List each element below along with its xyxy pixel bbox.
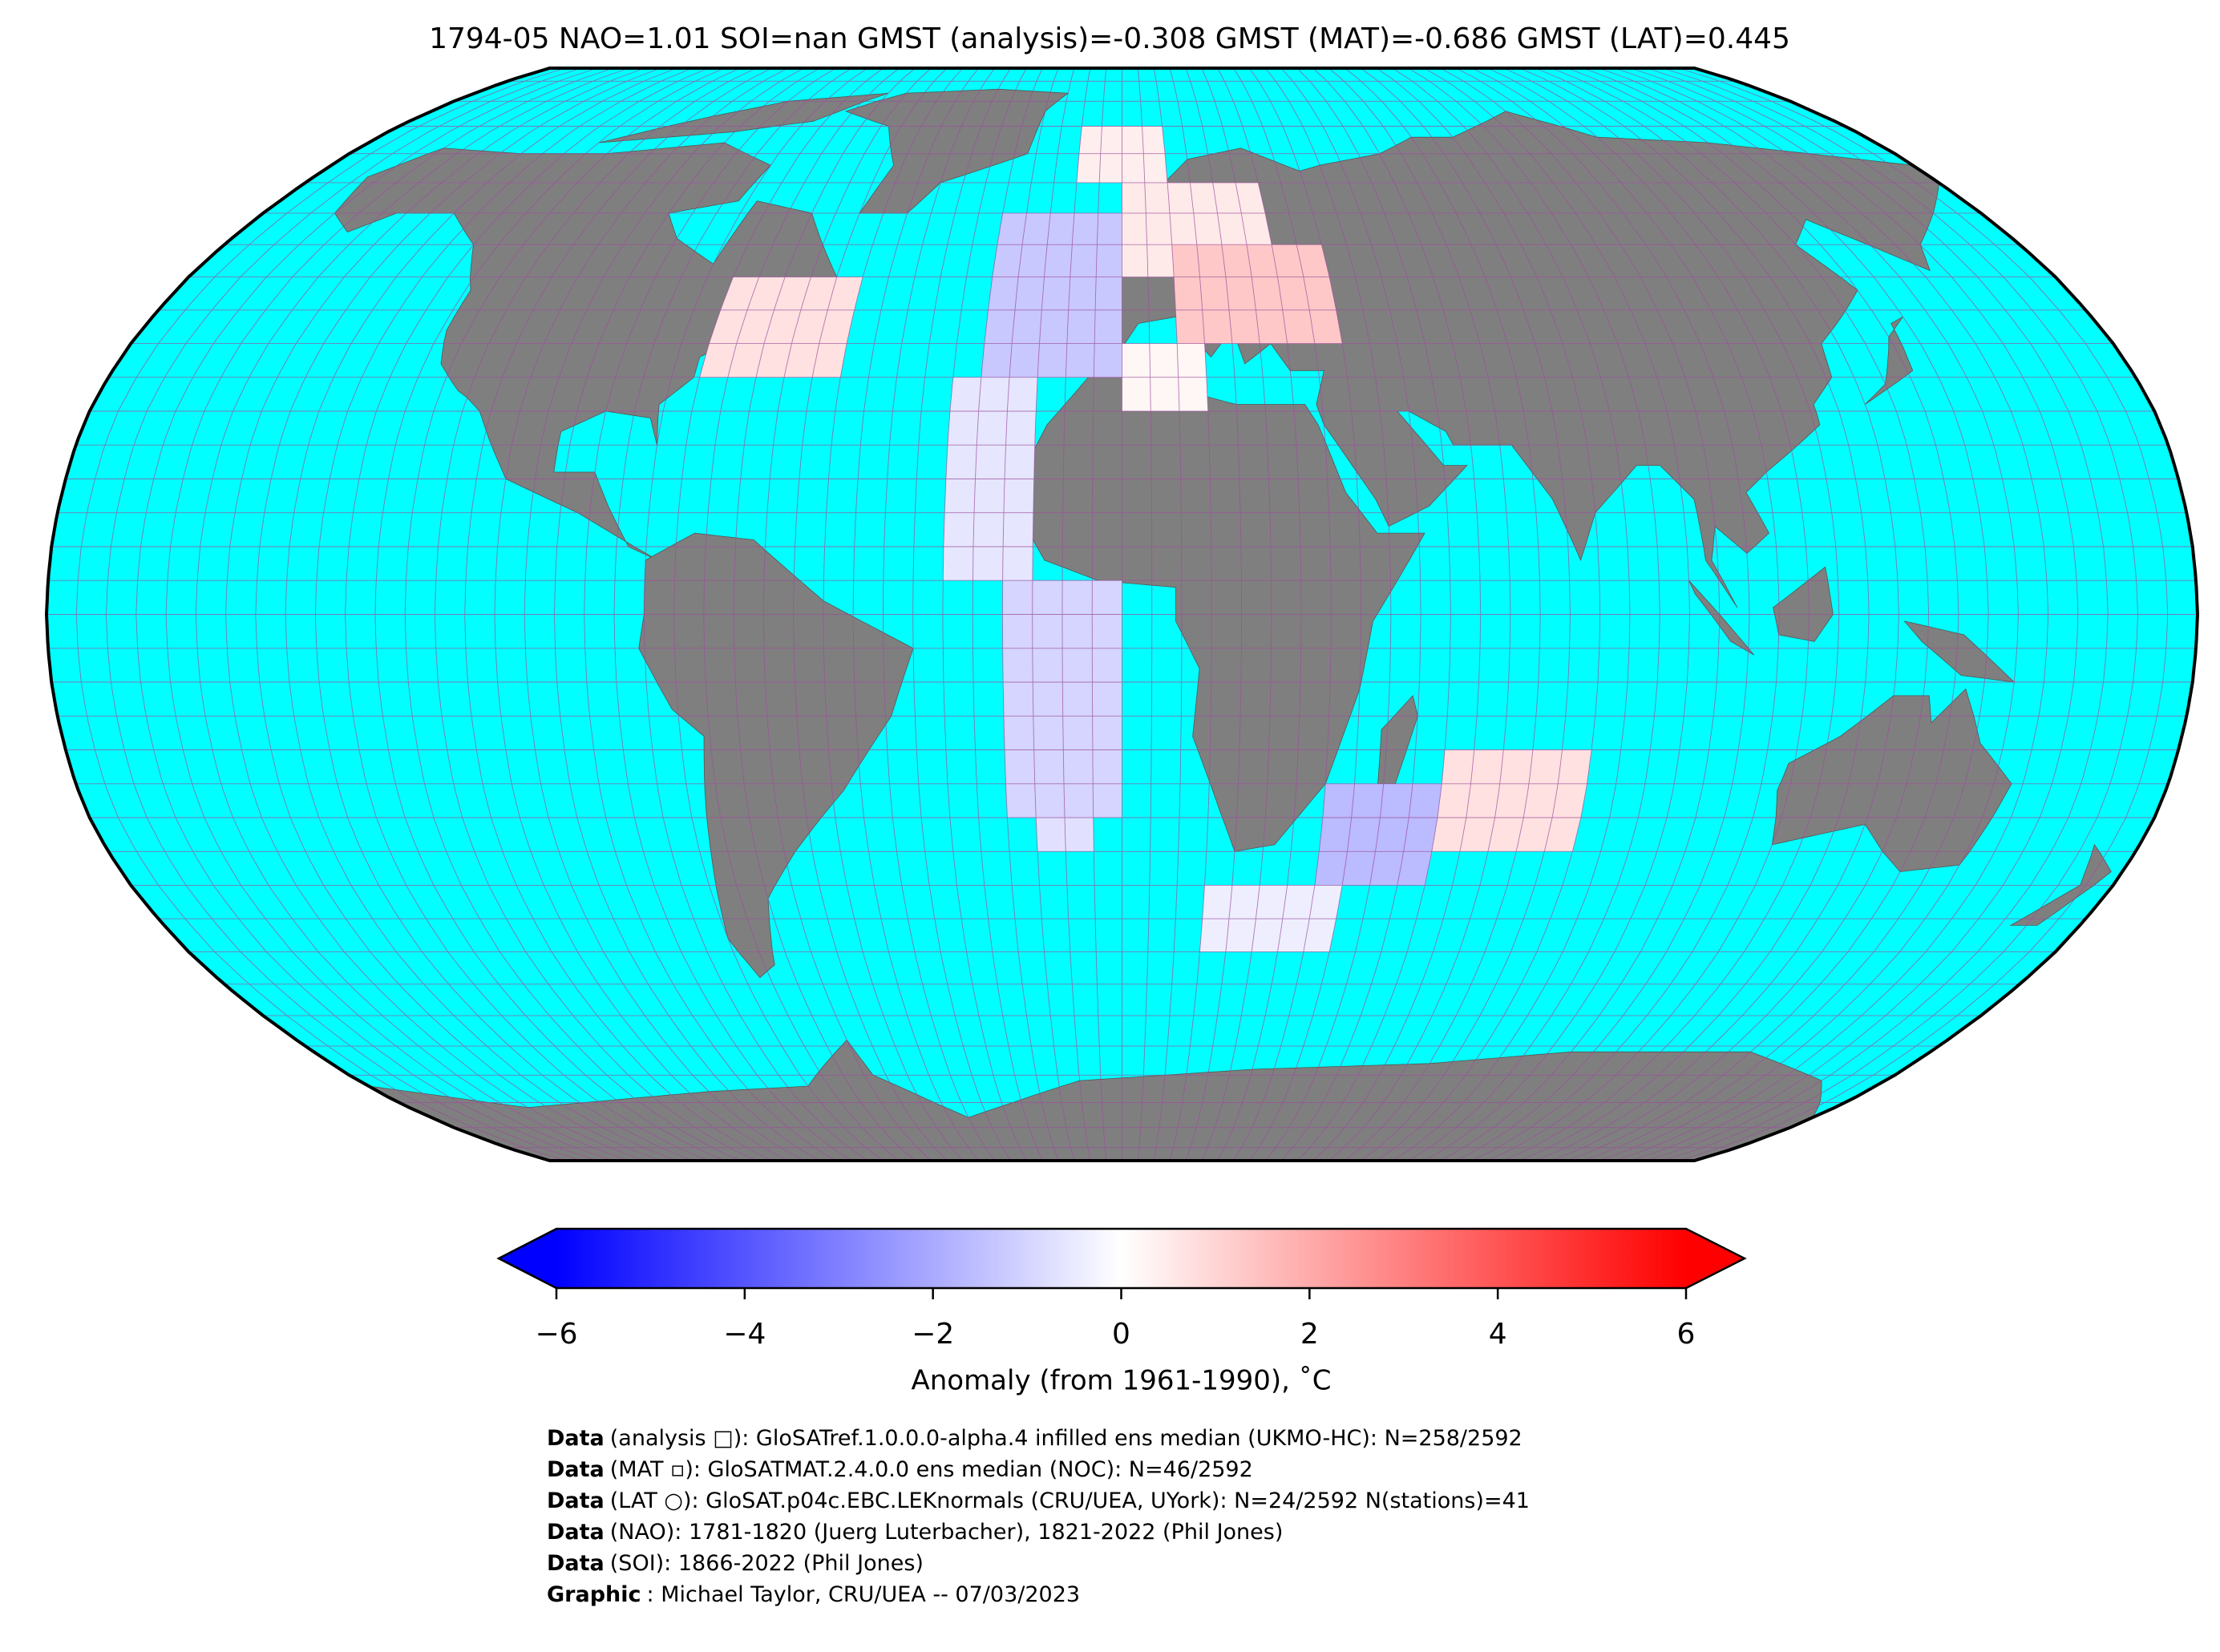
credit-label: Graphic [547,1582,641,1607]
credit-line: Graphic: Michael Taylor, CRU/UEA -- 07/0… [547,1582,1080,1607]
land [1903,620,2016,683]
credit-text: (NAO): 1781-1820 (Juerg Luterbacher), 18… [610,1520,1284,1545]
colorbar-tick-label: 2 [1300,1318,1319,1351]
colorbar: −6 −4 −2 0 2 4 6 Anomaly (from 1961-1990), ˚C [496,1227,1747,1397]
credit-label: Data [547,1488,605,1513]
land [638,532,914,979]
colorbar-gradient [556,1229,1686,1288]
anomaly-cell [1171,244,1343,344]
land [1071,111,1940,608]
anomaly-cell [699,277,863,378]
land [1865,316,1914,405]
credit-label: Data [547,1551,605,1576]
map-title: 1794-05 NAO=1.01 SOI=nan GMST (analysis)… [429,22,1790,55]
colorbar-extend-high [1686,1229,1745,1288]
colorbar-extend-low [499,1229,556,1288]
credit-text: (LAT ○): GloSAT.p04c.EBC.LEKnormals (CRU… [610,1488,1530,1513]
colorbar-tick-label: −4 [723,1318,766,1351]
colorbar-tick-label: −2 [912,1318,954,1351]
credit-label: Data [547,1457,605,1482]
colorbar-label: Anomaly (from 1961-1990), ˚C [911,1365,1331,1397]
land [1377,695,1418,785]
anomaly-cell [1431,749,1592,852]
land [1771,688,2012,872]
colorbar-tick-label: 0 [1112,1318,1130,1351]
credit-text: (MAT ▫): GloSATMAT.2.4.0.0 ens median (N… [610,1457,1253,1482]
colorbar-tick-label: 6 [1677,1318,1696,1351]
credit-line: Data (analysis □): GloSATref.1.0.0.0-alph… [547,1426,1522,1451]
credit-line: Data (SOI): 1866-2022 (Phil Jones) [547,1551,924,1576]
colorbar-tick-label: −6 [535,1318,577,1351]
land [1773,566,1834,642]
credit-line: Data (NAO): 1781-1820 (Juerg Luterbacher)… [547,1520,1283,1545]
credit-line: Data (MAT ▫): GloSATMAT.2.4.0.0 ens media… [547,1457,1253,1482]
credit-text: (analysis □): GloSATref.1.0.0.0-alpha.4 … [610,1426,1522,1451]
credit-text: : Michael Taylor, CRU/UEA -- 07/03/2023 [647,1582,1081,1607]
credit-label: Data [547,1426,605,1451]
credit-label: Data [547,1520,605,1545]
credit-line: Data (LAT ○): GloSAT.p04c.EBC.LEKnormals … [547,1488,1530,1513]
anomaly-cell [1314,783,1442,886]
credit-text: (SOI): 1866-2022 (Phil Jones) [610,1551,924,1576]
anomaly-cell [981,212,1122,378]
map-border [44,67,2200,1162]
colorbar-tick-label: 4 [1489,1318,1507,1351]
land [598,92,889,143]
map [44,67,2200,1162]
credits: Data (analysis □): GloSATref.1.0.0.0-alph… [547,1426,1530,1607]
